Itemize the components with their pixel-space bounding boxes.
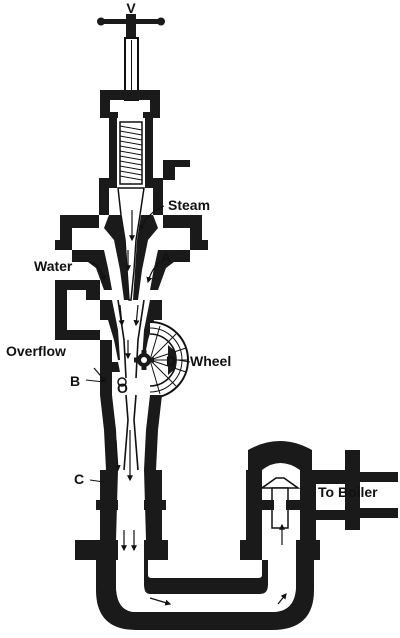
lower-flanges xyxy=(75,540,320,560)
label-steam: Steam xyxy=(168,197,210,213)
delivery-tube xyxy=(96,394,166,540)
overflow-valve xyxy=(112,362,127,387)
label-b: B xyxy=(70,373,80,389)
threaded-spindle xyxy=(119,121,143,185)
label-a: A xyxy=(161,249,171,265)
label-wheel: Wheel xyxy=(190,353,231,369)
wheel xyxy=(134,321,189,399)
label-c: C xyxy=(74,471,84,487)
label-o: O xyxy=(117,380,128,396)
label-to-boiler: To Boiler xyxy=(318,484,378,500)
packing-gland xyxy=(100,90,160,185)
steam-nozzle xyxy=(104,187,158,301)
label-valve: V xyxy=(126,0,136,16)
label-water: Water xyxy=(34,258,73,274)
label-overflow: Overflow xyxy=(6,343,66,359)
leader-lines xyxy=(85,205,191,483)
valve-handle xyxy=(97,14,165,38)
label-d: D xyxy=(166,353,176,369)
flow-arrows xyxy=(93,210,287,606)
u-bend-pipe xyxy=(96,560,314,630)
injector-body-upper xyxy=(55,160,208,250)
gear xyxy=(134,350,154,370)
check-valve xyxy=(246,441,398,540)
